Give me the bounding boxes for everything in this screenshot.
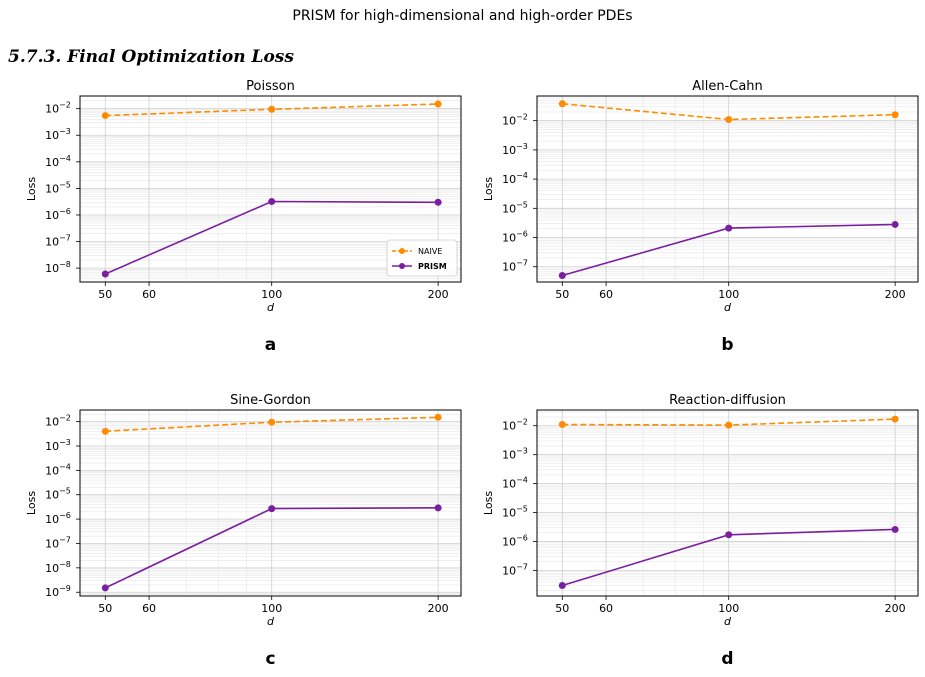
data-point-naive xyxy=(891,111,899,119)
x-tick-label: 100 xyxy=(718,602,739,615)
y-tick-label: 10−6 xyxy=(502,230,528,245)
y-tick-label: 10−5 xyxy=(502,200,528,215)
x-tick-label: 60 xyxy=(599,288,613,301)
x-tick-label: 100 xyxy=(718,288,739,301)
y-tick-label: 10−5 xyxy=(502,505,528,520)
y-tick-label: 10−3 xyxy=(45,127,71,142)
x-tick-label: 50 xyxy=(98,288,112,301)
y-tick-label: 10−4 xyxy=(502,171,528,186)
chart-panel-b: 10−7 10−6 10−5 10−4 10−3 10−2 50 60 100 200 Allen-… xyxy=(482,79,919,355)
y-tick-label: 10−9 xyxy=(45,584,71,599)
chart-title: Allen-Cahn xyxy=(692,79,763,94)
data-point-prism xyxy=(891,525,899,533)
x-tick-label: 200 xyxy=(885,288,906,301)
legend-marker-naive xyxy=(399,248,405,254)
y-tick-label: 10−3 xyxy=(502,447,528,462)
y-tick-label: 10−7 xyxy=(45,535,71,550)
data-point-naive xyxy=(268,418,276,426)
data-point-prism xyxy=(101,584,109,592)
y-tick-label: 10−3 xyxy=(45,438,71,453)
x-tick-label: 200 xyxy=(428,602,449,615)
plot-frame xyxy=(536,95,919,283)
chart-title: Poisson xyxy=(246,79,295,94)
data-point-naive xyxy=(725,115,733,123)
y-tick-label: 10−6 xyxy=(45,511,71,526)
data-point-prism xyxy=(434,504,442,512)
chart-title: Sine-Gordon xyxy=(230,393,311,408)
data-point-prism xyxy=(101,270,109,278)
data-point-naive xyxy=(725,421,733,429)
x-tick-label: 60 xyxy=(142,602,156,615)
data-point-prism xyxy=(725,224,733,232)
y-axis-label: Loss xyxy=(25,491,38,515)
x-tick-label: 100 xyxy=(261,288,282,301)
y-tick-label: 10−4 xyxy=(502,476,528,491)
y-tick-label: 10−2 xyxy=(502,113,528,128)
data-point-prism xyxy=(558,581,566,589)
y-axis-label: Loss xyxy=(482,491,495,515)
chart-panel-a: 10−8 10−7 10−6 10−5 10−4 10−3 10−2 50 60 100 200 Po… xyxy=(25,79,462,355)
y-tick-label: 10−7 xyxy=(502,259,528,274)
x-axis-label: d xyxy=(267,301,275,314)
section-title: 5.7.3. Final Optimization Loss xyxy=(8,47,294,67)
plot-frame xyxy=(79,409,462,597)
y-tick-label: 10−6 xyxy=(45,207,71,222)
data-point-prism xyxy=(268,198,276,206)
chart-panel-d: 10−7 10−6 10−5 10−4 10−3 10−2 50 60 100 200 Reacti… xyxy=(482,393,919,669)
y-tick-label: 10−4 xyxy=(45,462,71,477)
data-point-prism xyxy=(725,531,733,539)
x-axis-label: d xyxy=(724,301,732,314)
panel-label: b xyxy=(721,335,733,355)
panel-label: d xyxy=(721,649,733,669)
data-point-naive xyxy=(101,112,109,120)
chart-legend: NAIVE PRISM xyxy=(386,239,458,277)
data-point-naive xyxy=(558,100,566,108)
page-header: PRISM for high-dimensional and high-orde… xyxy=(292,8,633,24)
y-tick-label: 10−2 xyxy=(45,101,71,116)
y-tick-label: 10−7 xyxy=(45,234,71,249)
y-tick-label: 10−8 xyxy=(45,560,71,575)
y-tick-label: 10−2 xyxy=(502,418,528,433)
x-axis-label: d xyxy=(267,615,275,628)
x-tick-label: 60 xyxy=(599,602,613,615)
plot-frame xyxy=(79,95,462,283)
y-tick-label: 10−4 xyxy=(45,154,71,169)
panel-label: c xyxy=(265,649,275,669)
data-point-naive xyxy=(434,413,442,421)
y-axis-label: Loss xyxy=(482,177,495,201)
y-tick-label: 10−6 xyxy=(502,533,528,548)
y-tick-label: 10−8 xyxy=(45,260,71,275)
data-point-naive xyxy=(101,427,109,435)
data-point-prism xyxy=(891,220,899,228)
legend-label-naive: NAIVE xyxy=(418,247,442,256)
x-tick-label: 100 xyxy=(261,602,282,615)
legend-label-prism: PRISM xyxy=(418,262,447,271)
data-point-naive xyxy=(891,415,899,423)
x-tick-label: 50 xyxy=(98,602,112,615)
y-tick-label: 10−3 xyxy=(502,142,528,157)
chart-title: Reaction-diffusion xyxy=(669,393,786,408)
y-tick-label: 10−7 xyxy=(502,562,528,577)
x-tick-label: 200 xyxy=(428,288,449,301)
y-tick-label: 10−5 xyxy=(45,487,71,502)
y-tick-label: 10−5 xyxy=(45,180,71,195)
x-tick-label: 50 xyxy=(555,602,569,615)
data-point-naive xyxy=(268,105,276,113)
y-axis-label: Loss xyxy=(25,177,38,201)
data-point-prism xyxy=(434,198,442,206)
chart-panel-c: 10−9 10−8 10−7 10−6 10−5 10−4 10−3 10−2 50 60 100 2… xyxy=(25,393,462,669)
legend-marker-prism xyxy=(399,263,405,269)
x-axis-label: d xyxy=(724,615,732,628)
data-point-naive xyxy=(434,100,442,108)
y-tick-label: 10−2 xyxy=(45,414,71,429)
x-tick-label: 50 xyxy=(555,288,569,301)
data-point-prism xyxy=(268,505,276,513)
data-point-prism xyxy=(558,272,566,280)
x-tick-label: 200 xyxy=(885,602,906,615)
panel-label: a xyxy=(265,335,276,355)
plot-frame xyxy=(536,409,919,597)
x-tick-label: 60 xyxy=(142,288,156,301)
data-point-naive xyxy=(558,421,566,429)
